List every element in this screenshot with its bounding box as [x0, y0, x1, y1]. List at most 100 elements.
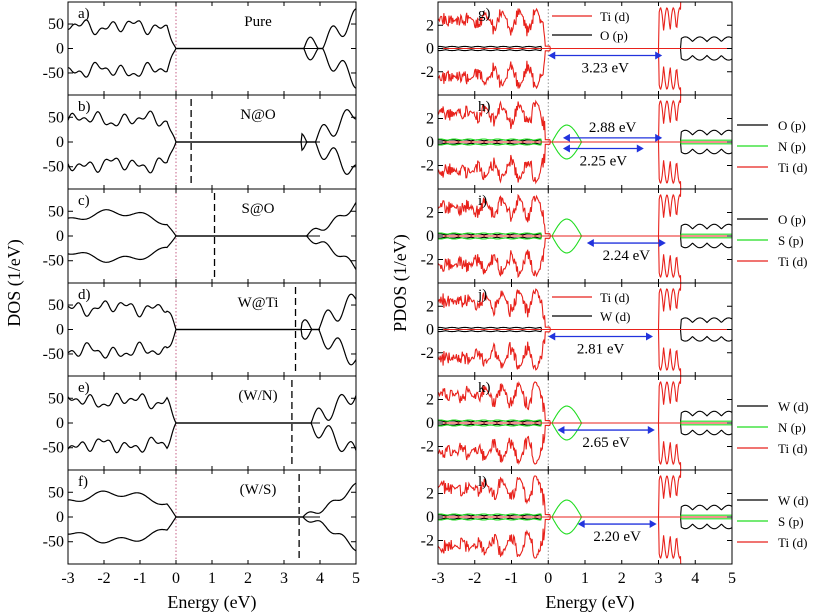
panel-e: 50 0 -50 e) (W/N)	[43, 375, 357, 471]
gap-arrow-head-left	[577, 520, 585, 529]
legend-label: O (p)	[778, 118, 806, 133]
ytick-label: 0	[426, 509, 434, 526]
panel-title: W@Ti	[238, 295, 279, 311]
xtick-label: -1	[505, 570, 518, 587]
legend-label: O (p)	[778, 212, 806, 227]
ytick-label: 0	[56, 322, 64, 339]
panel-d: 50 0 -50 d) W@Ti	[43, 282, 357, 377]
ytick-label: -2	[421, 439, 434, 456]
dos-up-line	[68, 202, 356, 237]
ytick-label: -2	[421, 533, 434, 550]
ytick-label: 50	[48, 484, 64, 501]
plot-area	[438, 2, 732, 95]
legend: O (p) S (p) Ti (d)	[737, 212, 808, 269]
xtick-label: -2	[97, 570, 110, 587]
panel-letter: g)	[478, 6, 491, 22]
dos-down-line	[68, 516, 356, 552]
gap-label: 2.20 eV	[593, 529, 641, 545]
series-up-line	[438, 317, 732, 331]
panel-i: 2.24 eV 2 0 -2 i) O (p) S (p) Ti (d)	[421, 188, 808, 284]
panel-j: 2.81 eV 2 0 -2 j) Ti (d) W (d)	[421, 282, 733, 377]
panel-letter: d)	[78, 287, 91, 303]
legend-label: Ti (d)	[600, 9, 630, 24]
series-up-line	[438, 405, 732, 424]
ytick-label: 0	[426, 134, 434, 151]
ytick-label: -50	[43, 346, 64, 363]
xtick-label: 1	[581, 570, 589, 587]
ytick-label: -50	[43, 159, 64, 176]
series-down-line	[438, 516, 732, 535]
ytick-label: 0	[426, 415, 434, 432]
ytick-label: -2	[421, 158, 434, 175]
xtick-label: 4	[316, 570, 324, 587]
legend-label: Ti (d)	[778, 254, 808, 269]
xtick-label: 3	[655, 570, 663, 587]
right-xlabel: Energy (eV)	[545, 592, 634, 613]
gap-arrow-head-right	[645, 332, 653, 341]
gap-label: 2.88 eV	[589, 120, 637, 136]
panel-title: (W/S)	[240, 482, 277, 498]
panel-title: N@O	[240, 107, 276, 123]
legend-label: S (p)	[778, 233, 804, 248]
legend-label: W (d)	[600, 309, 630, 324]
dos-up-line	[68, 108, 356, 143]
panel-h: 2.88 eV 2.25 eV 2 0 -2 h) O (p) N (p) Ti (d)	[421, 94, 808, 190]
legend: W (d) S (p) Ti (d)	[737, 493, 808, 550]
plot-area	[68, 2, 356, 95]
panel-title: Pure	[244, 14, 272, 30]
legend-label: Ti (d)	[600, 290, 630, 305]
gap-arrow-head-right	[658, 239, 666, 248]
dos-down-line	[68, 328, 356, 366]
plot-area	[68, 376, 356, 470]
xtick-label: -1	[133, 570, 146, 587]
plot-area	[68, 470, 356, 564]
xtick-label: -3	[431, 570, 444, 587]
plot-area	[438, 95, 732, 189]
dos-down-line	[68, 47, 356, 89]
legend: Ti (d) W (d)	[552, 290, 630, 324]
panel-l: 2.20 eV 2 0 -2 l) W (d) S (p) Ti (d) -3 -2 -1 0 1 2 3 4…	[421, 469, 808, 587]
legend-label: S (p)	[778, 514, 804, 529]
ytick-label: 2	[426, 298, 434, 315]
dos-down-line	[68, 235, 356, 270]
gap-arrow-head-left	[586, 239, 594, 248]
panel-a: 50 0 -50 a) Pure	[43, 1, 357, 96]
gap-arrow-head-left	[562, 144, 570, 153]
panel-letter: j)	[477, 287, 487, 303]
plot-area	[438, 470, 732, 564]
legend: W (d) N (p) Ti (d)	[737, 399, 808, 456]
ytick-label: 0	[426, 41, 434, 58]
ytick-label: -2	[421, 252, 434, 269]
series-down-line	[438, 328, 732, 342]
dos-up-line	[68, 293, 356, 331]
ytick-label: 50	[48, 16, 64, 33]
series-down-line	[438, 235, 732, 254]
gap-arrow-head-left	[562, 133, 570, 142]
gap-label: 2.24 eV	[603, 248, 651, 264]
gap-arrow-head-right	[655, 133, 663, 142]
dos-up-line	[68, 482, 356, 518]
legend-label: N (p)	[778, 420, 806, 435]
panel-c: 50 0 -50 c) S@O	[43, 188, 357, 284]
panel-letter: e)	[78, 380, 90, 396]
dos-down-line	[68, 141, 356, 176]
xtick-label: -3	[61, 570, 74, 587]
legend-label: O (p)	[600, 28, 628, 43]
ytick-label: -50	[43, 253, 64, 270]
ytick-label: -2	[421, 64, 434, 81]
ytick-label: 50	[48, 203, 64, 220]
panel-b: 50 0 -50 b) N@O	[43, 94, 357, 190]
right-ylabel: PDOS (1/eV)	[390, 234, 411, 332]
gap-label: 2.25 eV	[580, 153, 628, 169]
ytick-label: 0	[426, 228, 434, 245]
panel-letter: b)	[78, 99, 91, 115]
gap-label: 3.23 eV	[581, 60, 629, 76]
gap-arrow-head-right	[647, 426, 655, 435]
ytick-label: 0	[56, 228, 64, 245]
xtick-label: 0	[544, 570, 552, 587]
xtick-label: 2	[244, 570, 252, 587]
ytick-label: -2	[421, 345, 434, 362]
gap-arrow-head-left	[548, 51, 556, 60]
panel-f: 50 0 -50 f) (W/S) -3 -2 -1 0 1 2 3 4 5	[43, 469, 360, 587]
